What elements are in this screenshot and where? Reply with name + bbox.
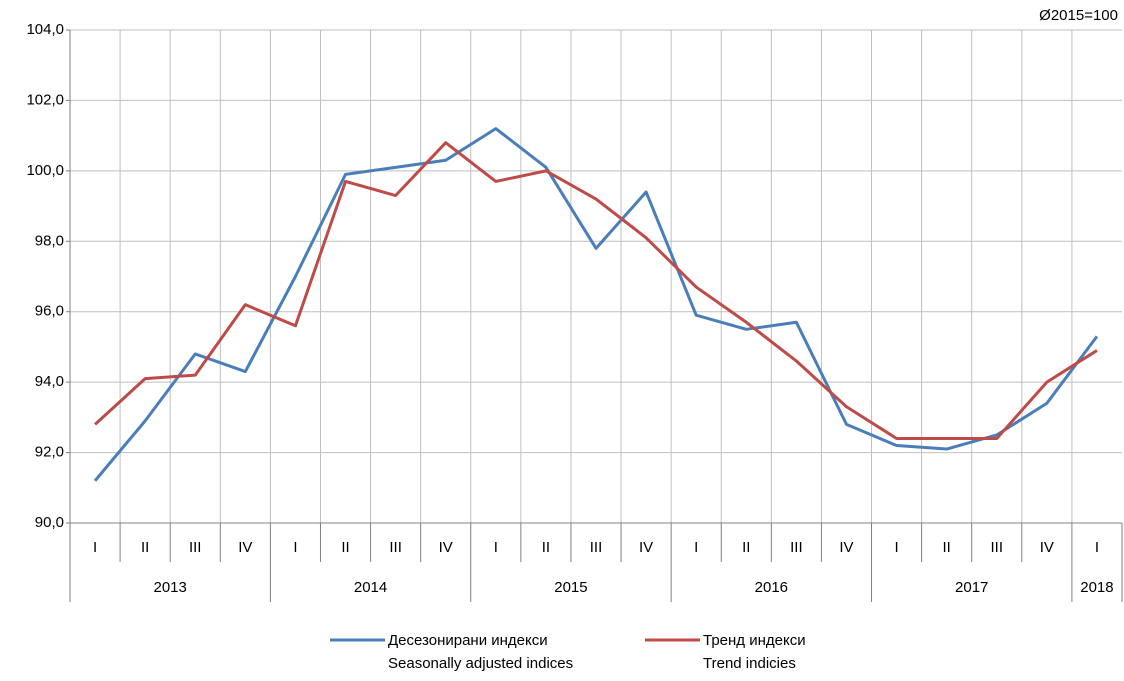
x-tick-label: I bbox=[93, 539, 97, 556]
x-tick-label: II bbox=[341, 539, 349, 556]
x-tick-label: III bbox=[590, 539, 603, 556]
year-label: 2017 bbox=[955, 579, 988, 596]
x-tick-label: II bbox=[141, 539, 149, 556]
y-tick-label: 104,0 bbox=[26, 21, 64, 38]
x-tick-label: I bbox=[293, 539, 297, 556]
x-tick-label: I bbox=[1095, 539, 1099, 556]
y-tick-label: 98,0 bbox=[35, 232, 64, 249]
year-label: 2013 bbox=[154, 579, 187, 596]
series-line bbox=[93, 127, 1099, 482]
unit-note: Ø2015=100 bbox=[1039, 7, 1118, 24]
y-tick-label: 100,0 bbox=[26, 162, 64, 179]
series-line bbox=[94, 141, 1098, 440]
legend-label-en: Trend indicies bbox=[703, 655, 796, 672]
x-tick-label: I bbox=[894, 539, 898, 556]
x-tick-label: III bbox=[189, 539, 202, 556]
year-label: 2016 bbox=[755, 579, 788, 596]
year-label: 2014 bbox=[354, 579, 387, 596]
x-tick-label: III bbox=[991, 539, 1004, 556]
legend-label: Тренд индекси bbox=[703, 632, 806, 649]
x-tick-label: III bbox=[389, 539, 402, 556]
year-label: 2015 bbox=[554, 579, 587, 596]
x-tick-label: I bbox=[694, 539, 698, 556]
x-tick-label: II bbox=[542, 539, 550, 556]
y-tick-label: 96,0 bbox=[35, 303, 64, 320]
y-tick-label: 90,0 bbox=[35, 514, 64, 531]
x-tick-label: IV bbox=[238, 539, 252, 556]
x-tick-label: I bbox=[494, 539, 498, 556]
x-tick-label: IV bbox=[439, 539, 453, 556]
y-tick-label: 102,0 bbox=[26, 91, 64, 108]
x-tick-label: III bbox=[790, 539, 803, 556]
y-tick-label: 94,0 bbox=[35, 373, 64, 390]
legend-label-en: Seasonally adjusted indices bbox=[388, 655, 573, 672]
x-tick-label: II bbox=[742, 539, 750, 556]
year-label: 2018 bbox=[1080, 579, 1113, 596]
x-tick-label: IV bbox=[639, 539, 653, 556]
legend-label: Десезонирани индекси bbox=[388, 632, 548, 649]
y-tick-label: 92,0 bbox=[35, 444, 64, 461]
x-tick-label: IV bbox=[1040, 539, 1054, 556]
x-tick-label: IV bbox=[839, 539, 853, 556]
x-tick-label: II bbox=[942, 539, 950, 556]
